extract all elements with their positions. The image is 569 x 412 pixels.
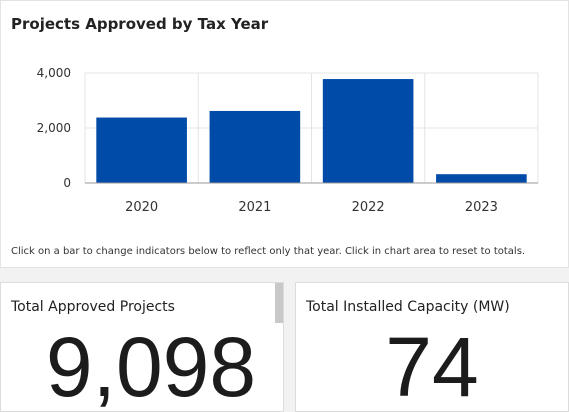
y-tick-label: 0: [63, 176, 71, 190]
bar-2023[interactable]: [436, 174, 527, 183]
chart-title: Projects Approved by Tax Year: [11, 15, 269, 33]
bar-chart[interactable]: 0 2,000 4,000 2020 2021 2022 2023: [1, 1, 569, 241]
chart-instruction-text: Click on a bar to change indicators belo…: [11, 246, 526, 257]
chart-panel: Projects Approved by Tax Year 0 2,000 4,00…: [0, 0, 569, 268]
kpi-label: Total Installed Capacity (MW): [306, 299, 510, 315]
bar-2022[interactable]: [322, 79, 414, 183]
y-tick-label: 4,000: [37, 66, 71, 80]
total-installed-capacity-card: Total Installed Capacity (MW) 74: [295, 282, 569, 412]
x-tick-label: 2021: [238, 200, 271, 215]
bar-2020[interactable]: [96, 117, 187, 183]
kpi-value: 74: [385, 320, 479, 412]
y-tick-label: 2,000: [37, 121, 71, 135]
x-tick-label: 2022: [352, 200, 385, 215]
x-tick-label: 2020: [125, 200, 158, 215]
x-tick-label: 2023: [465, 200, 498, 215]
bar-2021[interactable]: [209, 110, 301, 183]
scrollbar[interactable]: [275, 283, 283, 323]
kpi-label: Total Approved Projects: [11, 299, 175, 315]
kpi-value: 9,098: [45, 320, 257, 412]
total-approved-projects-card: Total Approved Projects 9,098: [0, 282, 284, 412]
